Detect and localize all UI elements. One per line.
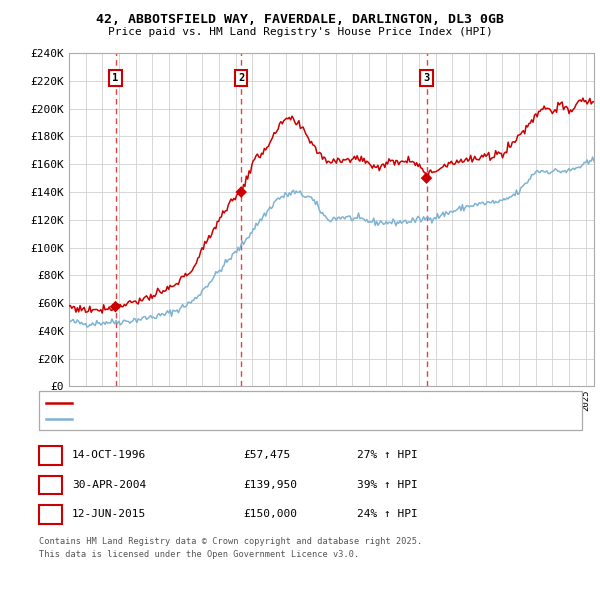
Text: 1: 1	[112, 73, 119, 83]
Text: £57,475: £57,475	[243, 451, 290, 460]
Text: 39% ↑ HPI: 39% ↑ HPI	[357, 480, 418, 490]
Text: 2: 2	[238, 73, 244, 83]
Text: 42, ABBOTSFIELD WAY, FAVERDALE, DARLINGTON, DL3 0GB (semi-detached house): 42, ABBOTSFIELD WAY, FAVERDALE, DARLINGT…	[77, 398, 469, 407]
Text: This data is licensed under the Open Government Licence v3.0.: This data is licensed under the Open Gov…	[39, 550, 359, 559]
Text: 24% ↑ HPI: 24% ↑ HPI	[357, 510, 418, 519]
Text: 30-APR-2004: 30-APR-2004	[72, 480, 146, 490]
Text: 12-JUN-2015: 12-JUN-2015	[72, 510, 146, 519]
Text: £139,950: £139,950	[243, 480, 297, 490]
Point	[236, 188, 246, 197]
Point	[110, 302, 120, 312]
Text: 3: 3	[47, 510, 54, 519]
Text: 3: 3	[424, 73, 430, 83]
Text: 27% ↑ HPI: 27% ↑ HPI	[357, 451, 418, 460]
Text: 1: 1	[47, 451, 54, 460]
Point	[422, 173, 431, 183]
Text: HPI: Average price, semi-detached house, Darlington: HPI: Average price, semi-detached house,…	[77, 414, 351, 423]
Text: 2: 2	[47, 480, 54, 490]
Text: £150,000: £150,000	[243, 510, 297, 519]
Text: 14-OCT-1996: 14-OCT-1996	[72, 451, 146, 460]
Text: 42, ABBOTSFIELD WAY, FAVERDALE, DARLINGTON, DL3 0GB: 42, ABBOTSFIELD WAY, FAVERDALE, DARLINGT…	[96, 13, 504, 26]
Text: Price paid vs. HM Land Registry's House Price Index (HPI): Price paid vs. HM Land Registry's House …	[107, 27, 493, 37]
Text: Contains HM Land Registry data © Crown copyright and database right 2025.: Contains HM Land Registry data © Crown c…	[39, 537, 422, 546]
